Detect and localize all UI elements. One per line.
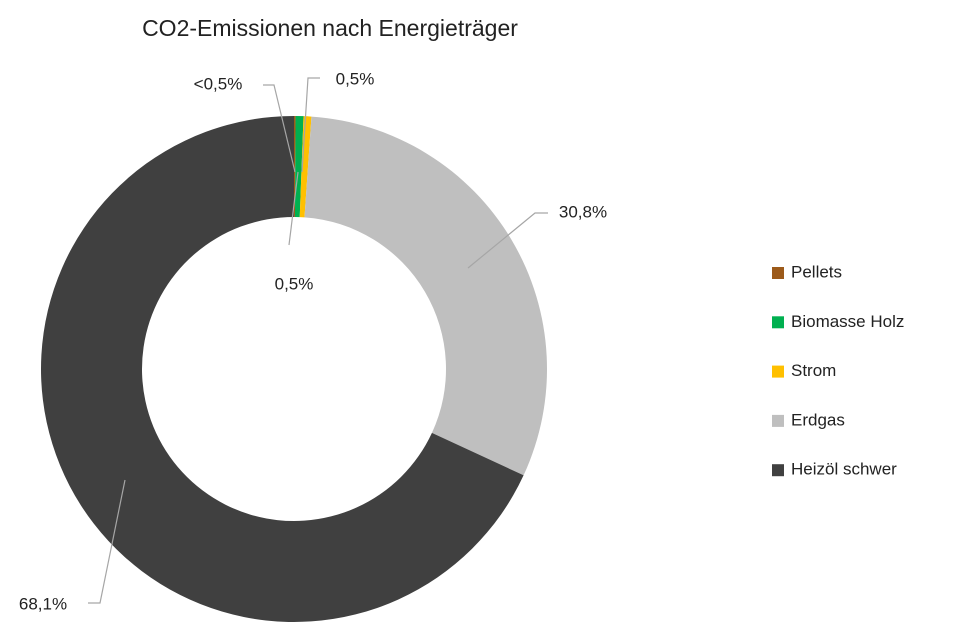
legend-label: Strom (791, 361, 836, 380)
donut-slice (294, 116, 296, 218)
leader-line (288, 171, 299, 246)
data-label: 0,5% (275, 274, 314, 293)
legend-label: Erdgas (791, 410, 845, 429)
leader-line (467, 212, 548, 269)
chart-title: CO2-Emissionen nach Energieträger (142, 15, 518, 41)
legend-swatch (772, 414, 784, 427)
donut-slice (299, 116, 312, 218)
legend-label: Heizöl schwer (791, 460, 897, 479)
legend-swatch (772, 464, 784, 477)
donut-slice (304, 116, 548, 476)
leader-line (88, 479, 126, 604)
legend-swatch (772, 316, 784, 329)
data-label: 30,8% (559, 202, 607, 221)
legend-label: Biomasse Holz (791, 312, 904, 331)
legend-label: Pellets (791, 262, 842, 281)
data-label: 0,5% (336, 69, 375, 88)
legend-swatch (772, 267, 784, 279)
legend-swatch (772, 365, 784, 378)
data-label: 68,1% (19, 594, 67, 613)
leader-line (301, 77, 320, 173)
leader-line (263, 84, 296, 173)
donut-slice (41, 116, 524, 622)
data-label: <0,5% (194, 74, 243, 93)
donut-slice (294, 116, 304, 218)
